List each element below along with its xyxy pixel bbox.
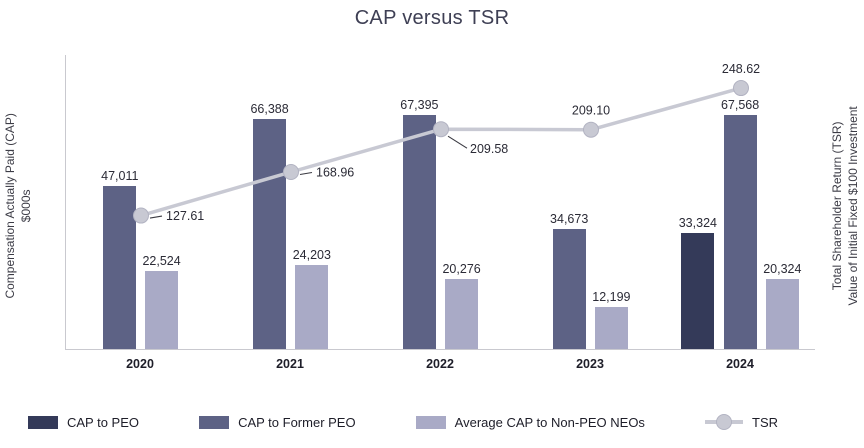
bar-group-2020: 47,011 22,524 (66, 55, 216, 349)
bar-cap-to-peo (681, 233, 715, 349)
bar-average-cap-to-non-peo-neos (765, 278, 799, 349)
x-axis-ticks: 2020 2021 2022 2023 2024 (65, 357, 815, 371)
average-cap-non-peo-neos-swatch-icon (415, 415, 446, 429)
bar-value-label: 34,673 (550, 211, 589, 226)
chart-title: CAP versus TSR (354, 7, 510, 29)
legend-item-average-cap-non-peo-neos: Average CAP to Non-PEO NEOs (415, 414, 645, 430)
legend: CAP to PEO CAP to Former PEO Average CAP… (0, 414, 864, 430)
right-axis-label-line1: Total Shareholder Return (TSR) (830, 121, 845, 291)
bar-average-cap-to-non-peo-neos (295, 265, 329, 349)
bar-column: 22,524 (142, 253, 181, 349)
legend-label-tsr: TSR (752, 414, 778, 430)
bar-value-label: 33,324 (678, 216, 717, 231)
tsr-line-marker-icon (705, 414, 743, 430)
left-axis-label-line2: $000s (19, 189, 33, 223)
tsr-legend-dot (716, 414, 732, 430)
bar-column: 67,395 (400, 98, 438, 349)
bar-group-2021: 66,388 24,203 (216, 55, 366, 349)
bar-average-cap-to-non-peo-neos (594, 306, 628, 349)
x-tick-2022: 2022 (426, 357, 454, 371)
legend-label-cap-to-peo: CAP to PEO (67, 414, 140, 430)
bar-column: 20,276 (442, 261, 481, 349)
bar-column: 33,324 (679, 216, 717, 349)
bar-cap-to-former-peo (103, 185, 137, 349)
legend-label-average-cap-non-peo-neos: Average CAP to Non-PEO NEOs (454, 414, 645, 430)
bar-cap-to-former-peo (723, 114, 757, 349)
bar-column: 12,199 (592, 289, 631, 349)
bar-value-label: 12,199 (592, 289, 631, 304)
bar-value-label: 20,276 (442, 261, 481, 276)
bar-value-label: 67,395 (400, 98, 439, 113)
plot-area: 47,011 22,524 66,388 24,203 67,395 20,276 34,6… (65, 55, 815, 350)
bar-value-label: 67,568 (720, 97, 760, 112)
bar-column: 67,568 (720, 97, 760, 349)
bar-value-label: 20,324 (763, 261, 802, 276)
bar-average-cap-to-non-peo-neos (145, 270, 179, 349)
bar-column: 47,011 (101, 169, 138, 349)
bar-group-2022: 67,395 20,276 (366, 55, 516, 349)
legend-label-cap-to-former-peo: CAP to Former PEO (238, 414, 356, 430)
legend-item-cap-to-peo: CAP to PEO (28, 415, 139, 430)
bar-column: 34,673 (550, 212, 588, 349)
x-tick-2023: 2023 (576, 357, 604, 371)
bar-value-label: 24,203 (292, 248, 331, 262)
bar-average-cap-to-non-peo-neos (445, 278, 479, 349)
x-tick-2021: 2021 (276, 357, 304, 371)
bar-group-2024: 33,324 67,568 20,324 (665, 55, 815, 349)
bar-value-label: 47,011 (101, 168, 139, 183)
bar-cap-to-former-peo (253, 118, 287, 349)
bar-cap-to-former-peo (552, 228, 586, 349)
left-axis-label: Compensation Actually Paid (CAP) $000s (3, 56, 35, 356)
left-axis-label-line1: Compensation Actually Paid (CAP) (3, 113, 18, 299)
bar-column: 20,324 (763, 261, 802, 349)
x-tick-2020: 2020 (126, 357, 154, 371)
bar-column: 24,203 (293, 248, 331, 349)
bar-value-label: 66,388 (250, 101, 289, 116)
right-axis-label-line2: Value of Initial Fixed $100 Investment (846, 106, 860, 306)
x-tick-2024: 2024 (726, 357, 754, 371)
bar-groups: 47,011 22,524 66,388 24,203 67,395 20,276 34,6… (66, 55, 815, 349)
cap-to-former-peo-swatch-icon (199, 415, 230, 429)
legend-item-tsr: TSR (705, 414, 778, 430)
bar-value-label: 22,524 (142, 253, 181, 268)
legend-item-cap-to-former-peo: CAP to Former PEO (199, 415, 356, 430)
cap-to-peo-swatch-icon (28, 415, 58, 429)
right-axis-label: Total Shareholder Return (TSR) Value of … (830, 56, 862, 356)
bar-group-2023: 34,673 12,199 (515, 55, 665, 349)
bar-column: 66,388 (250, 101, 289, 349)
bar-cap-to-former-peo (402, 115, 436, 349)
